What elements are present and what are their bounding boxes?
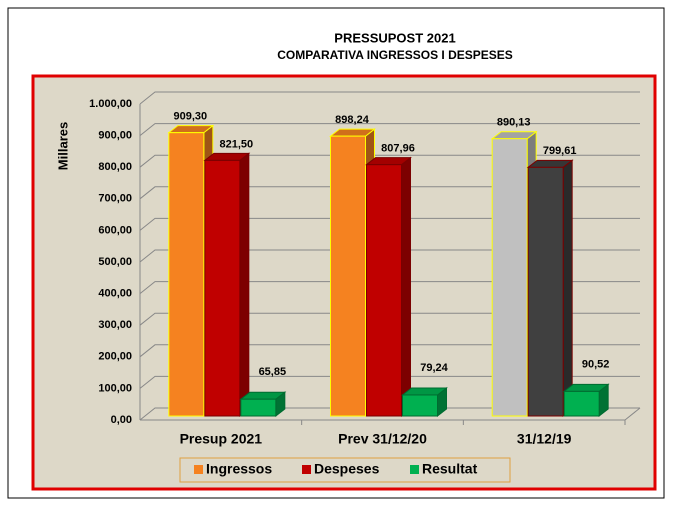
y-tick-label: 900,00 (98, 130, 132, 142)
legend-label: Ingressos (206, 461, 272, 477)
bar (402, 394, 438, 417)
y-tick-label: 100,00 (98, 382, 132, 394)
y-tick-label: 700,00 (98, 193, 132, 205)
grid-line (139, 281, 640, 294)
bar (204, 159, 241, 417)
legend-label: Despeses (314, 461, 380, 477)
legend-swatch (302, 465, 311, 474)
bar (330, 135, 366, 417)
legend-box (179, 457, 511, 483)
bar-side (239, 152, 250, 418)
bar-side (562, 159, 573, 418)
legend-label: Resultat (422, 461, 478, 477)
chart-subtitle: COMPARATIVA INGRESSOS I DESPESES (277, 48, 513, 62)
grid-line (139, 91, 640, 105)
bar-side (401, 156, 411, 418)
bar (563, 390, 600, 417)
value-label: 799,61 (543, 145, 577, 157)
bar (366, 164, 402, 417)
value-label: 890,13 (497, 117, 531, 129)
y-tick-label: 300,00 (98, 319, 132, 331)
grid-line (139, 312, 640, 326)
value-label: 821,50 (220, 138, 254, 150)
value-label: 807,96 (381, 143, 415, 155)
grid-line (139, 407, 640, 421)
grid-line (139, 217, 640, 231)
value-label: 90,52 (582, 358, 610, 370)
x-tick-label: Prev 31/12/20 (338, 431, 427, 447)
value-label: 909,30 (174, 111, 208, 123)
legend-swatch (410, 465, 419, 474)
value-label: 898,24 (335, 114, 370, 126)
bar (168, 132, 205, 417)
legend-swatch (194, 465, 203, 474)
y-tick-label: 800,00 (98, 161, 132, 173)
bar (527, 166, 564, 417)
y-tick-label: 1.000,00 (89, 98, 132, 110)
floor-edge (624, 407, 641, 421)
grid-line (139, 186, 640, 200)
grid-line (139, 375, 640, 389)
y-tick-label: 400,00 (98, 288, 132, 300)
chart-title: PRESSUPOST 2021 (334, 30, 455, 45)
grid-line (139, 344, 640, 358)
value-label: 79,24 (420, 362, 448, 374)
bar (491, 138, 528, 417)
y-tick-label: 500,00 (98, 256, 132, 268)
y-tick-label: 200,00 (98, 351, 132, 363)
y-tick-label: 600,00 (98, 224, 132, 236)
y-tick-label: 0,00 (111, 414, 132, 426)
x-tick-label: 31/12/19 (517, 431, 572, 447)
grid-line (139, 123, 640, 136)
value-label: 65,85 (259, 366, 287, 378)
y-axis-label: Millares (55, 122, 70, 170)
grid-line (139, 154, 640, 168)
x-tick-label: Presup 2021 (180, 431, 263, 447)
bar (240, 398, 277, 417)
grid-line (139, 249, 640, 263)
